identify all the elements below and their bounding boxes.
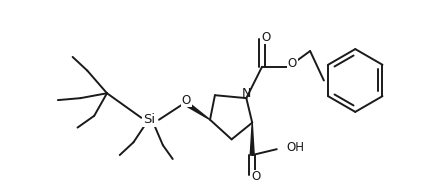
Text: O: O xyxy=(261,31,271,44)
Polygon shape xyxy=(187,103,210,120)
Text: Si: Si xyxy=(143,113,155,126)
Text: N: N xyxy=(242,87,251,100)
Text: OH: OH xyxy=(287,141,305,154)
Text: O: O xyxy=(182,94,191,107)
Text: O: O xyxy=(288,57,297,70)
Text: O: O xyxy=(252,170,261,183)
Polygon shape xyxy=(250,123,254,155)
